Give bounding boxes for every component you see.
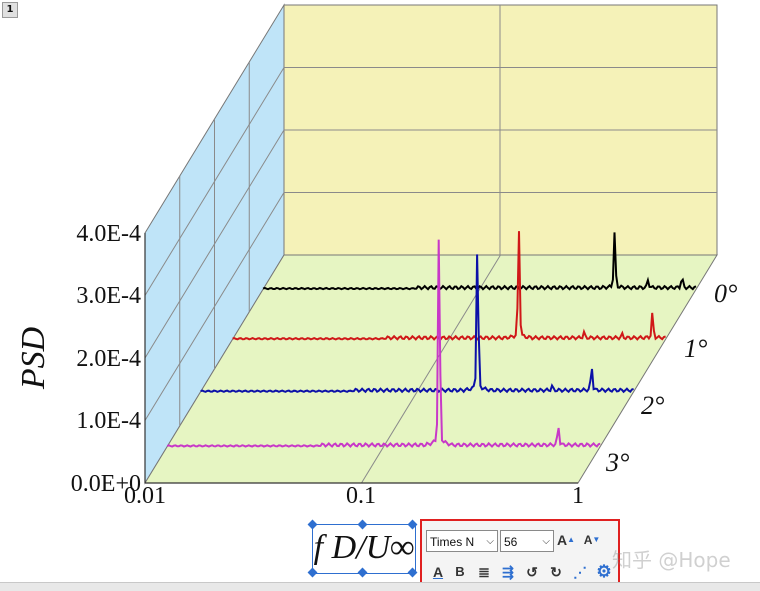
link-icon[interactable]: ⋰ <box>573 564 587 580</box>
y-tick-label: 3.0E-4 <box>76 283 141 309</box>
series-line <box>232 231 666 341</box>
series-line <box>200 254 634 394</box>
mini-toolbar: Times N ⌵ 56 ⌵ A▲ A▼ A B ≣ ⇶ ↺ ↻ ⋰ ⚙ <box>420 519 620 587</box>
bottom-toolbar-strip <box>0 582 760 591</box>
layer-tab[interactable]: 1 <box>2 2 18 18</box>
x-axis-title[interactable]: f D/U∞ <box>312 524 416 574</box>
align-icon[interactable]: ≣ <box>478 564 490 580</box>
font-size-value: 56 <box>504 535 518 549</box>
wrap-icon[interactable]: ⇶ <box>502 564 514 580</box>
y-axis-title: PSD <box>15 326 52 390</box>
font-color-icon[interactable]: A <box>432 564 444 580</box>
series-line <box>262 232 697 291</box>
x-tick-label: 0.01 <box>124 483 166 509</box>
rotate-cw-icon[interactable]: ↻ <box>550 564 562 580</box>
category-label: 0° <box>714 279 737 308</box>
decrease-font-icon[interactable]: A▼ <box>583 533 601 547</box>
x-tick-label: 1 <box>572 483 584 509</box>
category-label: 2° <box>641 391 664 420</box>
series-line <box>166 239 601 448</box>
watermark-text: 知乎 @Hope <box>612 548 731 572</box>
y-tick-label: 0.0E+0 <box>71 471 141 497</box>
category-label: 3° <box>605 448 629 477</box>
category-label: 1° <box>684 334 707 363</box>
font-size-select[interactable]: 56 ⌵ <box>500 530 554 552</box>
rotate-ccw-icon[interactable]: ↺ <box>526 564 538 580</box>
increase-font-icon[interactable]: A▲ <box>556 532 576 548</box>
font-name-value: Times N <box>430 535 475 549</box>
y-tick-label: 1.0E-4 <box>76 408 141 434</box>
chevron-down-icon: ⌵ <box>542 536 550 547</box>
series-lines <box>144 231 697 484</box>
bold-icon[interactable]: B <box>455 564 465 579</box>
y-tick-label: 2.0E-4 <box>76 346 141 372</box>
y-tick-label: 4.0E-4 <box>76 221 141 247</box>
font-name-select[interactable]: Times N ⌵ <box>426 530 498 552</box>
chevron-down-icon: ⌵ <box>486 536 494 547</box>
gear-icon[interactable]: ⚙ <box>596 562 612 581</box>
x-tick-label: 0.1 <box>346 483 376 509</box>
